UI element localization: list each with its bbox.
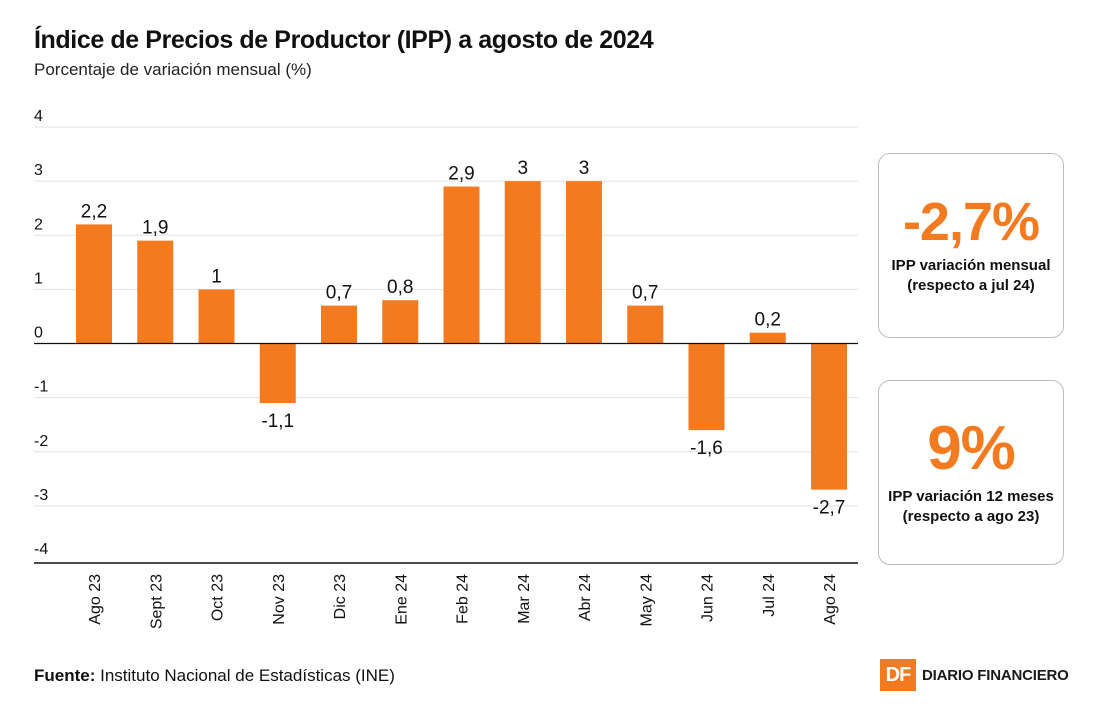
x-tick-label: Feb 24 xyxy=(455,574,472,624)
data-label: 0,7 xyxy=(326,283,352,304)
x-tick-label: Jul 24 xyxy=(761,574,778,617)
bar xyxy=(749,332,786,344)
data-label: 3 xyxy=(579,158,590,179)
monthly-variation-label: IPP variación mensual xyxy=(891,257,1051,274)
data-label: 0,7 xyxy=(632,283,658,304)
x-tick-label: Dic 23 xyxy=(332,574,349,619)
monthly-variation-value: -2,7% xyxy=(902,192,1040,252)
annual-variation-reference: (respecto a ago 23) xyxy=(902,508,1040,525)
bar xyxy=(76,224,112,344)
y-tick-label: 2 xyxy=(34,216,43,233)
x-tick-label: Ene 24 xyxy=(393,574,410,625)
data-label: 2,9 xyxy=(448,164,474,185)
bar xyxy=(566,181,602,344)
x-tick-label: Sept 23 xyxy=(148,574,165,629)
data-label: -1,1 xyxy=(261,411,294,432)
x-tick-label: Abr 24 xyxy=(577,574,594,621)
data-label: 1,9 xyxy=(142,218,168,239)
data-label: -2,7 xyxy=(813,498,846,519)
x-tick-label: Jun 24 xyxy=(700,574,717,622)
bar xyxy=(627,305,664,344)
source-note: Fuente: Instituto Nacional de Estadístic… xyxy=(34,666,395,686)
diario-financiero-logo: DF DIARIO FINANCIERO xyxy=(880,659,1069,691)
y-tick-label: -2 xyxy=(34,433,48,450)
y-tick-label: -4 xyxy=(34,541,48,558)
bar xyxy=(688,343,725,431)
bar xyxy=(504,181,541,344)
data-label: 3 xyxy=(517,158,528,179)
source-label: Fuente: xyxy=(34,666,96,685)
bar xyxy=(382,300,419,344)
bar-chart: 4 3 2 1 0 -1 -2 -3 -4 2,2 Ago 23 1,9 Sept 23 1 Oct 23 -… xyxy=(34,108,858,629)
x-tick-label: Mar 24 xyxy=(516,574,533,624)
y-tick-label: 0 xyxy=(34,325,43,342)
y-tick-label: 4 xyxy=(34,108,43,125)
x-tick-label: May 24 xyxy=(638,574,655,627)
data-label: 2,2 xyxy=(81,201,107,222)
chart-title: Índice de Precios de Productor (IPP) a a… xyxy=(34,26,654,54)
y-tick-label: -3 xyxy=(34,487,48,504)
bar xyxy=(198,289,235,344)
x-tick-label: Nov 23 xyxy=(271,574,288,625)
annual-variation-card: 9% IPP variación 12 meses (respecto a ag… xyxy=(878,380,1064,565)
x-tick-label: Ago 24 xyxy=(822,574,839,625)
bar xyxy=(443,186,480,344)
monthly-variation-reference: (respecto a jul 24) xyxy=(907,277,1035,294)
monthly-variation-card: -2,7% IPP variación mensual (respecto a … xyxy=(878,153,1064,338)
df-logo-mark: DF xyxy=(880,659,916,691)
source-text: Instituto Nacional de Estadísticas (INE) xyxy=(95,666,395,685)
annual-variation-label: IPP variación 12 meses xyxy=(888,488,1054,505)
x-tick-label: Ago 23 xyxy=(87,574,104,625)
y-tick-label: -1 xyxy=(34,379,48,396)
data-label: 1 xyxy=(211,266,222,287)
logo-wordmark: DIARIO FINANCIERO xyxy=(922,666,1069,684)
y-tick-label: 1 xyxy=(34,270,43,287)
data-label: 0,8 xyxy=(387,277,413,298)
bar xyxy=(811,343,847,490)
data-label: 0,2 xyxy=(755,310,781,331)
data-label: -1,6 xyxy=(690,438,723,459)
y-tick-label: 3 xyxy=(34,162,43,179)
bar xyxy=(259,343,296,404)
bar xyxy=(137,240,174,344)
annual-variation-value: 9% xyxy=(927,414,1016,483)
bar xyxy=(321,305,357,344)
chart-subtitle: Porcentaje de variación mensual (%) xyxy=(34,60,312,79)
x-tick-label: Oct 23 xyxy=(210,574,227,621)
